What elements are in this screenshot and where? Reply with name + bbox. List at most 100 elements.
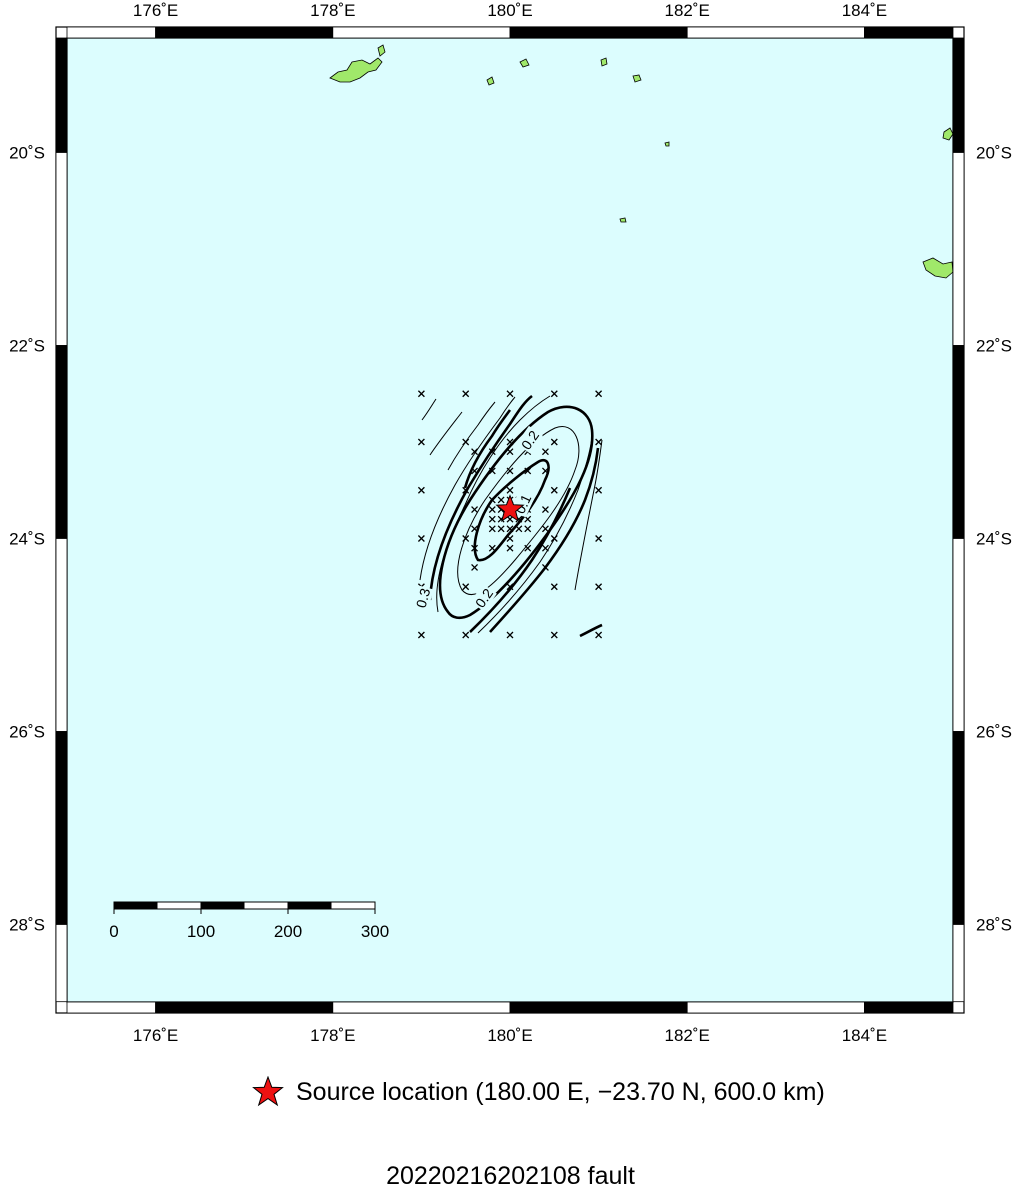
lat-tick-label-left: 24˚S — [9, 530, 45, 549]
frame-band — [155, 1001, 334, 1014]
lat-tick-label-right: 24˚S — [976, 530, 1012, 549]
frame-band — [864, 26, 954, 39]
grid-point-cross — [471, 506, 479, 514]
lon-tick-label-bottom: 176˚E — [133, 1026, 178, 1045]
lat-tick-label-right: 22˚S — [976, 337, 1012, 356]
contour-label: 0.3 — [413, 586, 434, 609]
land-island — [619, 217, 627, 223]
grid-point-cross — [488, 515, 496, 523]
grid-point-cross — [417, 535, 425, 542]
lon-tick-label-top: 184˚E — [842, 1, 887, 20]
lon-tick-label-bottom: 184˚E — [842, 1026, 887, 1045]
frame-band — [332, 26, 511, 39]
grid-point-cross — [550, 486, 558, 494]
land-island — [519, 58, 530, 68]
contour-line — [463, 409, 512, 489]
grid-point-cross — [471, 563, 479, 571]
grid-point-cross — [550, 583, 558, 591]
frame-band — [155, 26, 334, 39]
lat-tick-label-right: 26˚S — [976, 723, 1012, 742]
grid-point-cross — [550, 631, 558, 639]
grid-point-cross — [550, 438, 558, 446]
contour-line — [447, 401, 496, 471]
lat-tick-label-right: 28˚S — [976, 916, 1012, 935]
map-frame — [55, 26, 965, 1014]
scale-label-0: 0 — [109, 922, 118, 941]
lon-tick-label-top: 180˚E — [487, 1, 532, 20]
grid-point-cross — [497, 496, 505, 504]
lat-tick-label-left: 26˚S — [9, 723, 45, 742]
frame-band — [952, 152, 965, 346]
grid-point-cross — [471, 448, 479, 456]
frame-band — [686, 1001, 865, 1014]
scale-label-100: 100 — [187, 922, 215, 941]
frame-band — [952, 731, 965, 925]
frame-band — [55, 37, 68, 153]
frame-band — [66, 1001, 156, 1014]
grid-point-cross — [550, 390, 558, 398]
grid-point-cross — [506, 486, 514, 494]
lon-tick-label-top: 182˚E — [665, 1, 710, 20]
lon-tick-label-top: 176˚E — [133, 1, 178, 20]
contour-line — [579, 623, 603, 638]
contour-line — [473, 459, 550, 562]
frame-band — [952, 538, 965, 732]
grid-point-cross — [524, 515, 532, 523]
grid-point-cross — [488, 506, 496, 514]
scale-label-200: 200 — [274, 922, 302, 941]
lon-tick-label-top: 178˚E — [310, 1, 355, 20]
frame-band — [509, 26, 688, 39]
grid-point-cross — [417, 486, 425, 494]
grid-point-cross — [506, 544, 514, 552]
contour-line — [489, 447, 600, 633]
grid-point-cross — [462, 583, 470, 591]
grid-point-cross — [595, 486, 603, 494]
contour-line — [457, 426, 580, 596]
source-star-icon — [495, 494, 525, 523]
frame-band — [952, 345, 965, 539]
grid-point-cross — [488, 525, 496, 533]
contour-line — [438, 405, 594, 620]
grid-point-cross — [595, 535, 603, 542]
lat-tick-label-left: 22˚S — [9, 337, 45, 356]
frame-band — [55, 538, 68, 732]
frame-band — [55, 152, 68, 346]
grid-point-cross — [462, 631, 470, 639]
contour-line — [477, 437, 593, 634]
lat-tick-label-left: 28˚S — [9, 916, 45, 935]
frame-band — [686, 26, 865, 39]
lat-tick-label-right: 20˚S — [976, 144, 1012, 163]
grid-point-cross — [506, 390, 514, 398]
frame-band — [55, 345, 68, 539]
lon-tick-label-bottom: 182˚E — [665, 1026, 710, 1045]
land-island — [942, 127, 954, 141]
contour-line — [436, 395, 551, 613]
frame-bands — [55, 26, 965, 1014]
land-island — [664, 141, 670, 147]
lon-tick-label-bottom: 178˚E — [310, 1026, 355, 1045]
contour-line — [428, 394, 533, 601]
grid-point-cross — [541, 525, 549, 533]
grid-point-cross — [595, 583, 603, 591]
map-figure: 0.1 0.2 0.2 0.3 0 100 200 30 — [9, 1, 1012, 1045]
contour-line — [469, 487, 572, 633]
land-island — [329, 57, 383, 83]
lon-tick-label-bottom: 180˚E — [487, 1026, 532, 1045]
figure-title: 20220216202108 fault — [386, 1162, 635, 1190]
grid-point-cross — [417, 390, 425, 398]
grid-point-cross — [595, 438, 603, 446]
legend: Source location (180.00 E, −23.70 N, 600… — [252, 1072, 825, 1112]
lat-tick-label-left: 20˚S — [9, 144, 45, 163]
frame-band — [952, 37, 965, 153]
contour-line — [419, 396, 516, 581]
frame-band — [55, 924, 68, 1003]
grid-point-cross — [595, 631, 603, 639]
misfit-contours — [419, 394, 603, 638]
scale-bar: 0 100 200 300 — [109, 901, 389, 941]
land-island — [486, 76, 495, 86]
frame-band — [509, 1001, 688, 1014]
contour-label-item: 0.3 — [411, 585, 434, 611]
grid-point-cross — [524, 544, 532, 552]
grid-point-cross — [506, 631, 514, 639]
axis-tick-labels: 176˚E 176˚E 178˚E 178˚E 180˚E 180˚E 182˚E 182˚E… — [9, 1, 1012, 1045]
